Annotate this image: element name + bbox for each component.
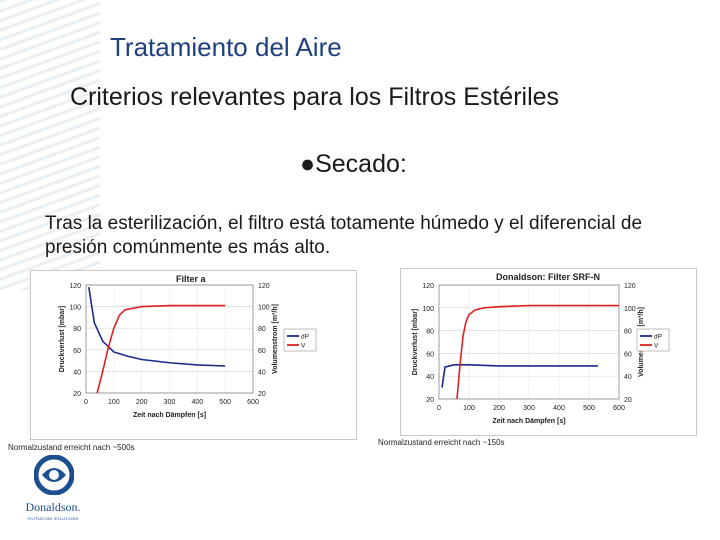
y-tick-right: 120 [258, 283, 270, 290]
series-line-V [96, 304, 226, 394]
x-tick: 100 [463, 405, 475, 412]
y-tick-left: 120 [422, 283, 434, 290]
series-line-dP [87, 287, 226, 367]
plot-frame [85, 284, 254, 394]
y-tick-right: 100 [258, 305, 270, 312]
logo-name: Donaldson. [25, 500, 81, 514]
x-tick: 100 [108, 399, 120, 406]
legend-label: V [301, 343, 306, 350]
x-tick: 500 [219, 399, 231, 406]
chart-filter-a-svg: Filter a 20 40 60 80 100 120 20 40 60 80 100 120 0 100… [59, 274, 317, 419]
body-paragraph: Tras la esterilización, el filtro está t… [45, 213, 643, 258]
y-axis-label-right: Volumenstrom [m³/h] [272, 304, 279, 374]
y-tick-right: 40 [624, 374, 632, 381]
y-tick-left: 120 [69, 283, 81, 290]
y-tick-right: 60 [624, 351, 632, 358]
y-tick-left: 20 [73, 391, 81, 398]
x-tick: 500 [583, 405, 595, 412]
x-tick: 600 [613, 405, 625, 412]
series-line-dP [441, 364, 598, 388]
y-tick-right: 20 [624, 397, 632, 404]
chart-filter-a: Filter a 20 40 60 80 100 120 20 40 60 80 100 120 0 100… [30, 270, 357, 440]
y-tick-right: 40 [258, 369, 266, 376]
slide-subtitle: Criterios relevantes para los Filtros Es… [70, 83, 560, 111]
slide-title: Tratamiento del Aire [110, 32, 342, 62]
legend-label: dP [654, 334, 662, 341]
x-axis-label: Zeit nach Dämpfen [s] [492, 418, 565, 425]
x-tick: 400 [553, 405, 565, 412]
x-tick: 0 [437, 405, 441, 412]
legend-label: V [654, 343, 659, 350]
y-axis-label-left: Druckverlust [mbar] [412, 309, 419, 376]
chart-title: Donaldson: Filter SRF-N [496, 272, 600, 282]
caption-right: Normalzustand erreicht nach ~150s [378, 438, 505, 447]
x-tick: 0 [84, 399, 88, 406]
donaldson-logo-icon [34, 455, 74, 495]
y-tick-left: 60 [426, 351, 434, 358]
chart-filter-srf-n-svg: Donaldson: Filter SRF-N 20 40 60 80 100 120 20 4… [412, 272, 670, 425]
y-tick-right: 60 [258, 348, 266, 355]
series-line-V [456, 304, 619, 400]
caption-left: Normalzustand erreicht nach ~500s [8, 443, 135, 452]
y-axis-label-left: Druckverlust [mbar] [59, 306, 66, 373]
x-tick: 600 [247, 399, 259, 406]
legend-box [636, 328, 670, 352]
y-tick-right: 120 [624, 283, 636, 290]
chart-filter-srf-n: Donaldson: Filter SRF-N 20 40 60 80 100 120 20 4… [400, 268, 697, 436]
y-tick-left: 40 [73, 369, 81, 376]
bullet-secado: ●Secado: [300, 150, 407, 178]
legend-label: dP [301, 334, 309, 341]
y-tick-right: 20 [258, 391, 266, 398]
x-tick: 200 [493, 405, 505, 412]
x-tick: 300 [164, 399, 176, 406]
y-tick-left: 80 [73, 326, 81, 333]
donaldson-logo: Donaldson. FILTRATION SOLUTIONS [18, 455, 88, 525]
legend-box [283, 328, 317, 352]
x-tick: 200 [136, 399, 148, 406]
y-tick-right: 80 [624, 329, 632, 336]
plot-frame [438, 284, 620, 400]
background-pattern [0, 0, 100, 290]
x-axis-label: Zeit nach Dämpfen [s] [133, 412, 206, 419]
x-tick: 400 [191, 399, 203, 406]
y-tick-left: 100 [422, 306, 434, 313]
y-tick-left: 60 [73, 348, 81, 355]
y-tick-right: 80 [258, 326, 266, 333]
x-tick: 300 [523, 405, 535, 412]
y-tick-left: 80 [426, 329, 434, 336]
chart-title: Filter a [176, 274, 207, 284]
logo-tagline: FILTRATION SOLUTIONS [27, 516, 79, 521]
y-tick-right: 100 [624, 306, 636, 313]
y-tick-left: 20 [426, 397, 434, 404]
y-tick-left: 100 [69, 305, 81, 312]
y-tick-left: 40 [426, 374, 434, 381]
